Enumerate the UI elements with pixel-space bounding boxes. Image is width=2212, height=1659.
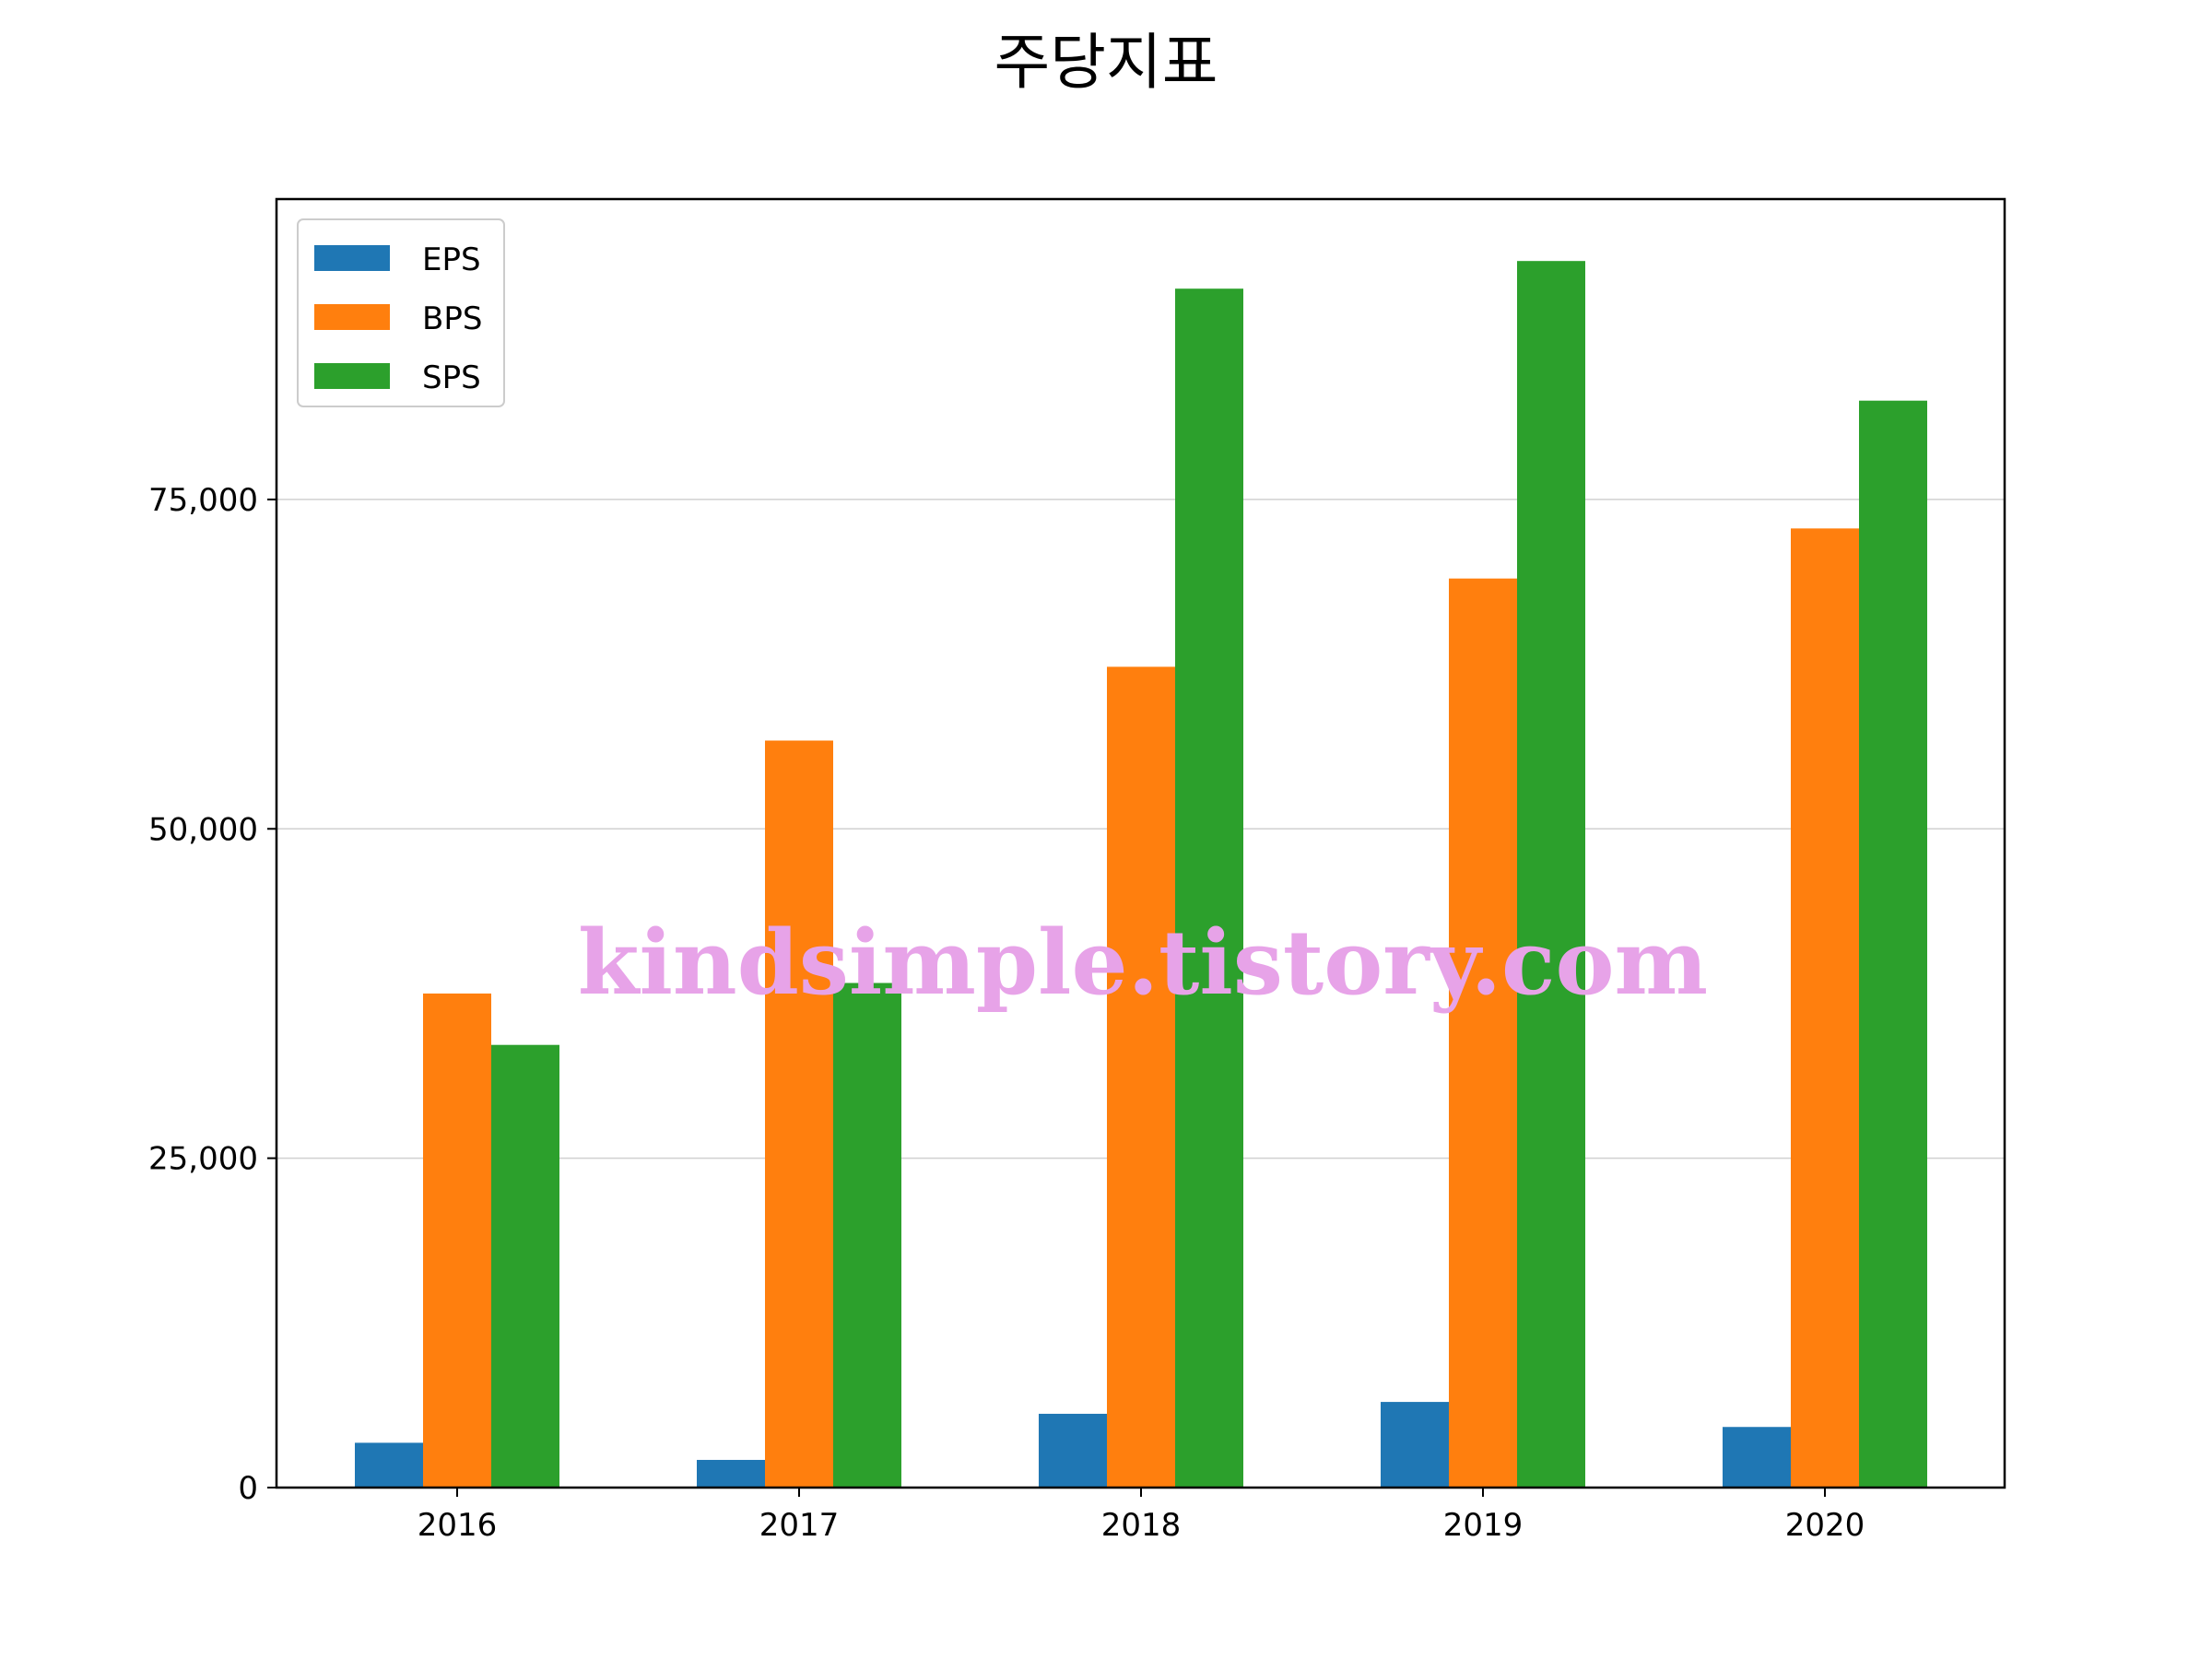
- bar-sps-2018: [1175, 288, 1243, 1488]
- bar-bps-2020: [1791, 528, 1859, 1488]
- x-axis: 2016 2017 2018 2019 2020: [418, 1488, 1865, 1544]
- y-tick-label: 50,000: [148, 811, 258, 848]
- bar-sps-2017: [833, 982, 901, 1488]
- y-tick-label: 75,000: [148, 482, 258, 519]
- bar-eps-2017: [697, 1459, 765, 1488]
- chart-title: 주당지표: [994, 27, 1218, 98]
- bar-sps-2016: [491, 1044, 559, 1488]
- watermark-text: kindsimple.tistory.com: [578, 911, 1708, 1015]
- bar-bps-2019: [1449, 578, 1517, 1488]
- bar-sps-2020: [1859, 400, 1927, 1488]
- bar-sps-2019: [1517, 261, 1585, 1488]
- x-tick-label: 2018: [1101, 1507, 1182, 1544]
- bar-bps-2018: [1107, 666, 1175, 1488]
- x-tick-label: 2017: [759, 1507, 840, 1544]
- y-tick-label: 25,000: [148, 1141, 258, 1178]
- legend-swatch: [314, 245, 390, 271]
- bar-eps-2020: [1723, 1427, 1791, 1488]
- legend-label: BPS: [422, 300, 482, 337]
- bar-bps-2016: [423, 993, 491, 1488]
- y-axis: 0 25,000 50,000 75,000: [148, 482, 276, 1507]
- x-tick-label: 2020: [1785, 1507, 1865, 1544]
- bar-eps-2016: [355, 1442, 423, 1488]
- bar-eps-2019: [1381, 1402, 1449, 1488]
- legend-label: EPS: [422, 241, 481, 278]
- legend-label: SPS: [422, 359, 481, 396]
- y-tick-label: 0: [238, 1470, 258, 1507]
- x-tick-label: 2016: [418, 1507, 498, 1544]
- legend: EPS BPS SPS: [297, 218, 505, 407]
- x-tick-label: 2019: [1443, 1507, 1524, 1544]
- bars: [355, 261, 1927, 1488]
- legend-swatch: [314, 304, 390, 330]
- legend-swatch: [314, 363, 390, 389]
- bar-bps-2017: [765, 740, 833, 1488]
- bar-eps-2018: [1039, 1413, 1107, 1488]
